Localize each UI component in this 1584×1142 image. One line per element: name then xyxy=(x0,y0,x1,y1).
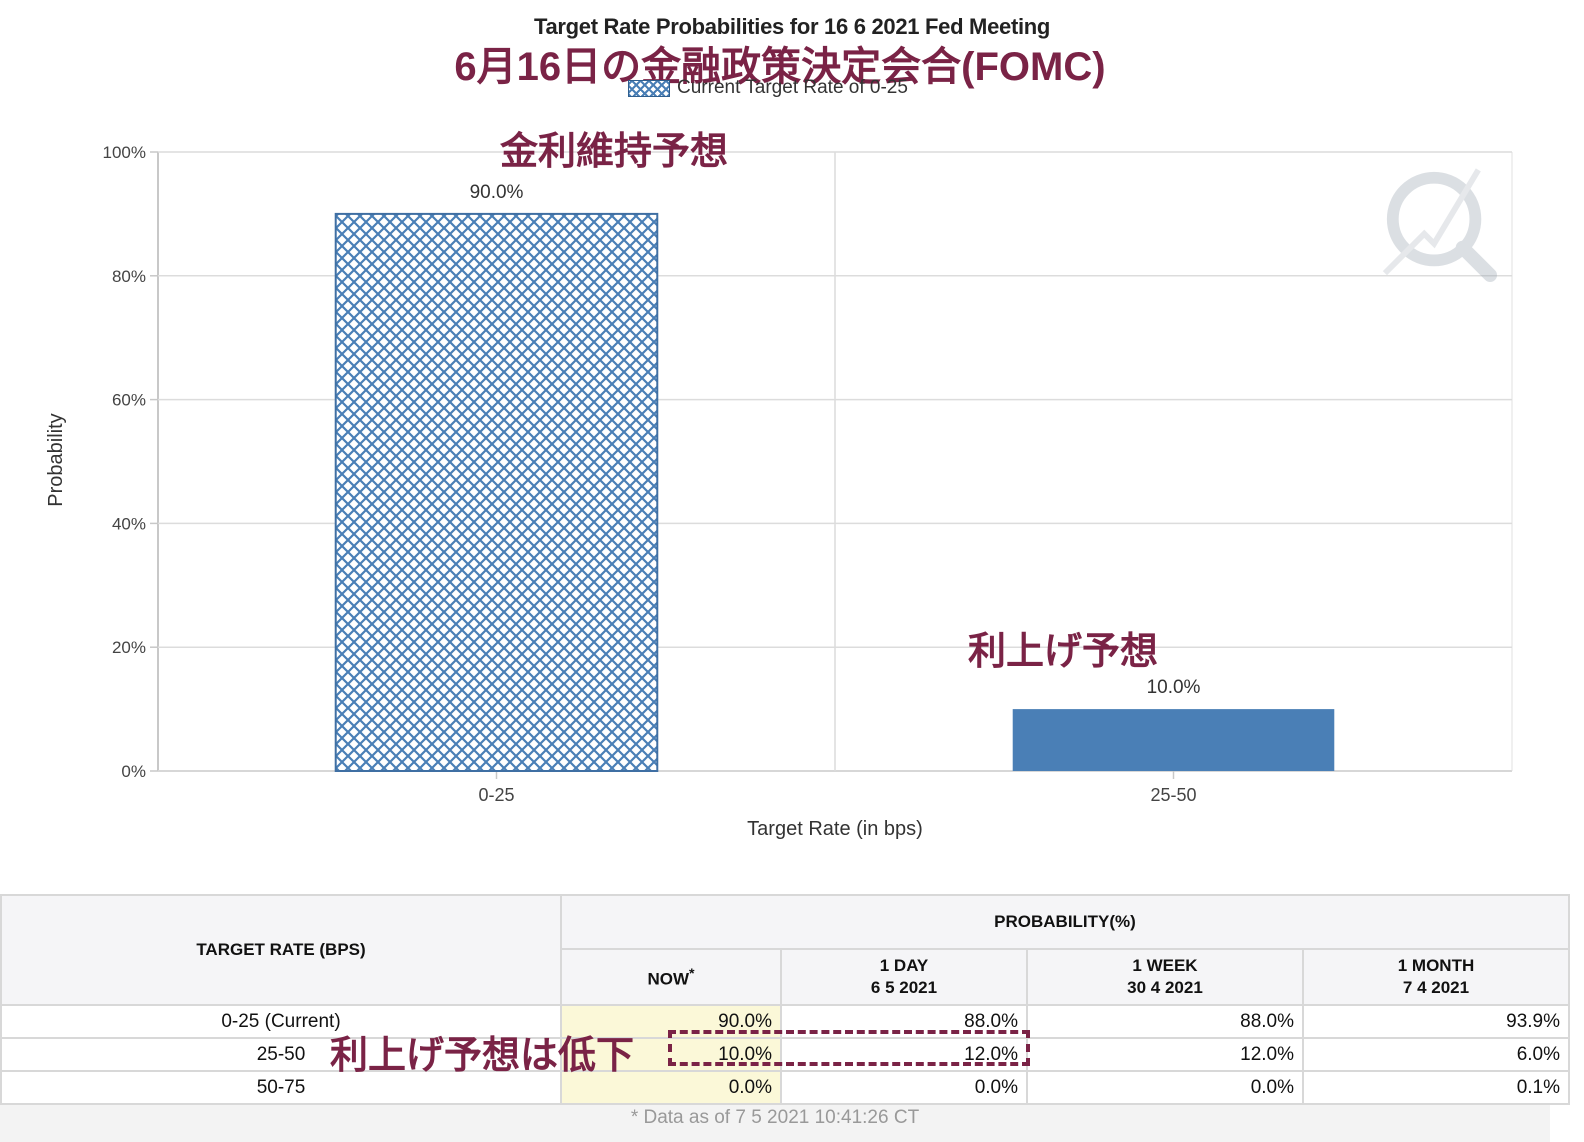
col-1day-label: 1 DAY xyxy=(879,956,929,975)
col-now-marker: * xyxy=(689,966,695,983)
1week-cell: 88.0% xyxy=(1026,1004,1304,1039)
y-tick-label: 60% xyxy=(112,391,146,410)
chart-title: Target Rate Probabilities for 16 6 2021 … xyxy=(533,14,1051,39)
1week-cell: 12.0% xyxy=(1026,1037,1304,1072)
table-row: 50-75 0.0% 0.0% 0.0% 0.1% xyxy=(0,1070,1570,1105)
col-1month-header[interactable]: 1 MONTH 7 4 2021 xyxy=(1302,948,1570,1006)
jp-headline: 6月16日の金融政策決定会合(FOMC) xyxy=(454,45,1106,89)
1month-cell: 6.0% xyxy=(1302,1037,1570,1072)
annotation-hike: 利上げ予想 xyxy=(968,631,1159,673)
y-tick-label: 100% xyxy=(103,143,146,162)
x-tick-label: 0-25 xyxy=(478,785,514,805)
watermark-logo-icon xyxy=(1382,168,1498,283)
col-1week-header[interactable]: 1 WEEK 30 4 2021 xyxy=(1026,948,1304,1006)
1day-cell: 0.0% xyxy=(780,1070,1028,1105)
chart-panel: Target Rate Probabilities for 16 6 2021 … xyxy=(45,14,1513,840)
annotation-hike-down: 利上げ予想は低下 xyxy=(330,1035,635,1077)
1week-cell: 0.0% xyxy=(1026,1070,1304,1105)
col-1day-header[interactable]: 1 DAY 6 5 2021 xyxy=(780,948,1028,1006)
y-tick-label: 80% xyxy=(112,267,146,286)
1month-cell: 0.1% xyxy=(1302,1070,1570,1105)
1month-cell: 93.9% xyxy=(1302,1004,1570,1039)
x-axis-title: Target Rate (in bps) xyxy=(747,818,923,840)
bar-chart: 0% 20% 40% 60% 80% 100% 90.0% 0-25 10.0% 25-50 Tar… xyxy=(45,143,1513,840)
legend[interactable]: Current Target Rate of 0-25 xyxy=(628,77,908,99)
col-1day-date: 6 5 2021 xyxy=(870,978,938,997)
y-axis-title: Probability xyxy=(45,413,67,506)
legend-swatch xyxy=(628,79,670,97)
bar-value-label: 10.0% xyxy=(1147,677,1201,698)
y-tick-label: 40% xyxy=(112,514,146,533)
rate-cell: 0-25 (Current) xyxy=(0,1004,562,1039)
bar-0-25 xyxy=(334,212,659,772)
col-1month-label: 1 MONTH xyxy=(1397,956,1475,975)
data-timestamp-footnote: * Data as of 7 5 2021 10:41:26 CT xyxy=(0,1105,1550,1142)
y-tick-label: 20% xyxy=(112,638,146,657)
probability-table: TARGET RATE (BPS) PROBABILITY(%) NOW* 1 … xyxy=(0,894,1570,1105)
rate-cell: 25-50 xyxy=(0,1037,562,1072)
target-rate-header: TARGET RATE (BPS) xyxy=(0,894,562,1006)
now-cell: 0.0% xyxy=(560,1070,782,1105)
legend-label: Current Target Rate of 0-25 xyxy=(677,77,908,98)
col-now-label: NOW xyxy=(647,969,690,989)
col-1week-label: 1 WEEK xyxy=(1132,956,1198,975)
table-row: 25-50 10.0% 12.0% 12.0% 6.0% xyxy=(0,1037,1570,1072)
bar-value-label: 90.0% xyxy=(470,182,524,203)
col-1week-date: 30 4 2021 xyxy=(1127,978,1203,997)
highlight-dashed-box xyxy=(668,1030,1030,1066)
annotation-hold: 金利維持予想 xyxy=(500,131,729,173)
x-tick-label: 25-50 xyxy=(1150,785,1196,805)
probability-header: PROBABILITY(%) xyxy=(560,894,1570,950)
col-now-header[interactable]: NOW* xyxy=(560,948,782,1006)
y-tick-label: 0% xyxy=(121,762,146,781)
1day-cell: 12.0% xyxy=(780,1037,1028,1072)
rate-cell: 50-75 xyxy=(0,1070,562,1105)
bar-25-50 xyxy=(1012,709,1335,771)
col-1month-date: 7 4 2021 xyxy=(1402,978,1470,997)
